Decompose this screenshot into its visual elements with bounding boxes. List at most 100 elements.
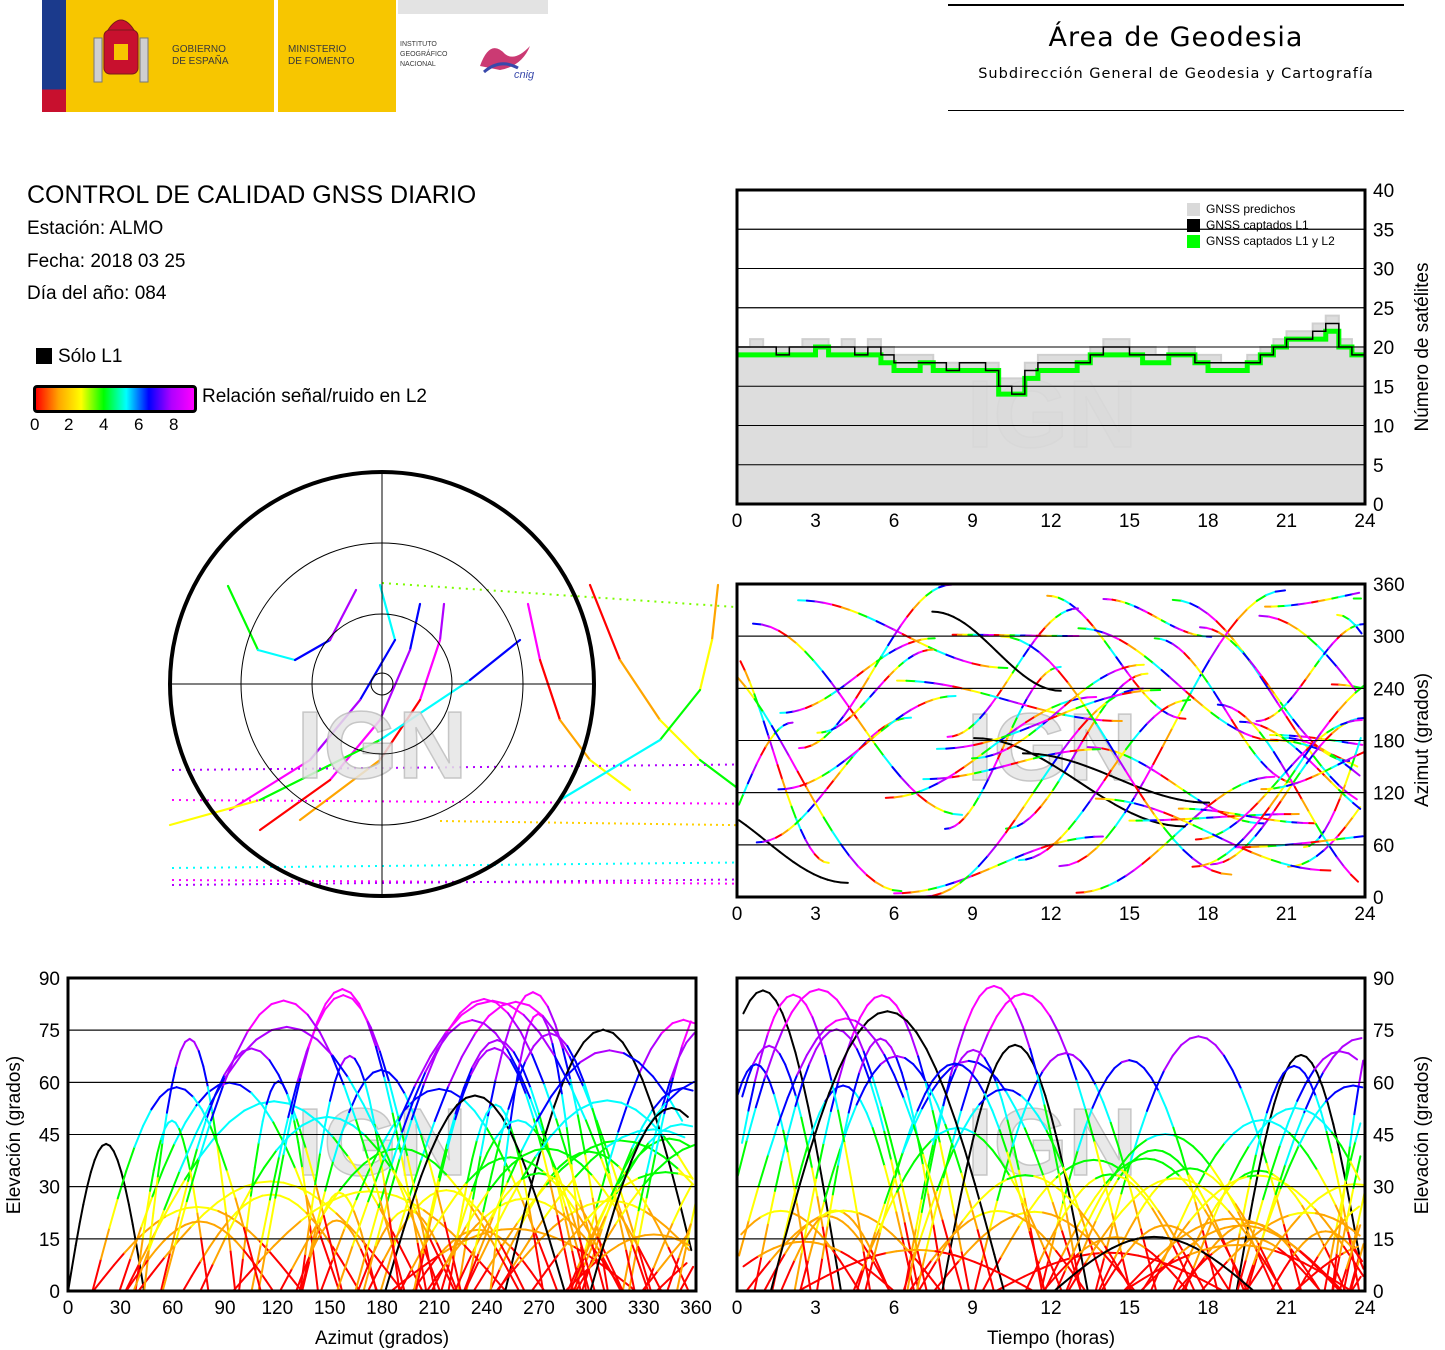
- satellite-trace: [1296, 684, 1303, 693]
- satellite-trace: [511, 1154, 525, 1166]
- satellite-trace: [1245, 814, 1254, 818]
- satellite-trace: [584, 1206, 598, 1250]
- satellite-trace: [573, 1272, 585, 1284]
- x-tick-label: 6: [889, 904, 900, 925]
- satellite-trace: [910, 1237, 922, 1266]
- satellite-trace: [804, 744, 813, 749]
- satellite-trace: [1205, 1154, 1217, 1172]
- satellite-trace: [1198, 1233, 1209, 1241]
- satellite-trace: [922, 1153, 934, 1188]
- satellite-trace: [677, 1155, 694, 1180]
- satellite-trace: [973, 770, 984, 775]
- satellite-trace: [451, 1235, 460, 1243]
- satellite-trace: [830, 726, 838, 731]
- satellite-trace: [663, 1135, 680, 1158]
- satellite-trace: [953, 1062, 964, 1067]
- satellite-trace: [1205, 1252, 1214, 1260]
- satellite-trace: [786, 635, 798, 645]
- satellite-trace: [464, 1197, 475, 1246]
- satellite-trace: [606, 1130, 620, 1169]
- satellite-trace: [1229, 1178, 1239, 1188]
- satellite-trace: [959, 874, 971, 884]
- satellite-trace: [1028, 728, 1038, 736]
- satellite-trace: [1063, 760, 1072, 773]
- satellite-trace: [1323, 647, 1330, 656]
- ign-watermark: IGN: [297, 692, 468, 799]
- satellite-trace: [812, 660, 824, 673]
- satellite-trace: [1333, 1232, 1341, 1237]
- x-tick-label: 270: [523, 1298, 555, 1319]
- satellite-trace: [1169, 1232, 1182, 1248]
- satellite-trace: [1101, 747, 1111, 752]
- satellite-trace: [351, 1124, 367, 1137]
- satellite-trace: [983, 1264, 996, 1272]
- satellite-trace: [1248, 1220, 1260, 1226]
- satellite-trace: [1234, 817, 1244, 822]
- satellite-trace: [1128, 675, 1137, 681]
- satellite-trace: [1240, 1228, 1249, 1262]
- satellite-trace: [995, 688, 1003, 699]
- satellite-trace: [1180, 599, 1192, 605]
- satellite-trace: [981, 768, 991, 773]
- satellite-trace: [186, 1205, 199, 1209]
- satellite-trace: [958, 1250, 969, 1262]
- satellite-trace: [1345, 1245, 1355, 1270]
- satellite-trace: [288, 1124, 304, 1137]
- satellite-trace: [497, 1235, 506, 1243]
- satellite-trace: [1006, 725, 1014, 739]
- satellite-trace: [629, 1209, 640, 1252]
- satellite-trace: [1270, 1217, 1282, 1225]
- satellite-trace: [1324, 766, 1334, 772]
- satellite-trace: [1305, 671, 1312, 680]
- satellite-trace: [211, 1111, 218, 1144]
- satellite-trace: [960, 1079, 972, 1111]
- satellite-trace: [611, 1170, 624, 1200]
- satellite-trace: [426, 1253, 442, 1264]
- satellite-trace: [379, 1244, 396, 1292]
- satellite-trace: [1251, 723, 1261, 734]
- satellite-trace: [815, 1257, 824, 1292]
- satellite-trace: [1303, 743, 1314, 758]
- satellite-trace: [309, 1183, 317, 1220]
- satellite-trace: [478, 1151, 489, 1172]
- gobierno-line-2: DE ESPAÑA: [172, 56, 229, 67]
- satellite-trace: [217, 1221, 229, 1236]
- satellite-trace: [371, 1274, 378, 1292]
- satellite-trace: [837, 1109, 846, 1144]
- satellite-trace: [1348, 1255, 1360, 1292]
- satellite-trace: [865, 1240, 873, 1252]
- satellite-trace: [1330, 1225, 1340, 1237]
- satellite-trace: [1086, 846, 1098, 857]
- satellite-trace: [185, 1152, 192, 1172]
- satellite-trace: [250, 1166, 265, 1190]
- satellite-trace: [1201, 836, 1211, 840]
- satellite-trace: [181, 1138, 188, 1155]
- satellite-trace: [1143, 1192, 1154, 1206]
- satellite-trace: [681, 1087, 694, 1092]
- satellite-trace: [1106, 1067, 1116, 1079]
- satellite-trace: [504, 1185, 515, 1197]
- satellite-trace: [1290, 1243, 1302, 1253]
- satellite-trace: [367, 1158, 382, 1203]
- satellite-trace: [281, 1082, 288, 1093]
- satellite-trace: [842, 1084, 851, 1089]
- satellite-trace: [1228, 1194, 1240, 1214]
- snr-tick: 8: [169, 415, 179, 434]
- satellite-trace: [388, 1272, 404, 1292]
- satellite-trace: [536, 1201, 548, 1232]
- satellite-trace: [342, 994, 354, 1000]
- x-tick-label: 180: [366, 1298, 398, 1319]
- satellite-trace: [1271, 1243, 1280, 1250]
- satellite-trace: [1174, 1177, 1186, 1181]
- sky-track-segment: [258, 738, 382, 802]
- satellite-trace: [1298, 748, 1308, 758]
- satellite-trace: [1091, 767, 1102, 773]
- satellite-trace: [1243, 808, 1253, 818]
- satellite-trace: [1202, 705, 1213, 714]
- satellite-trace: [797, 1284, 810, 1292]
- satellite-trace: [1278, 1071, 1286, 1088]
- satellite-trace: [1189, 1167, 1199, 1171]
- satellite-trace: [1183, 652, 1192, 661]
- satellite-trace: [586, 1200, 600, 1207]
- satellite-trace: [788, 1187, 797, 1214]
